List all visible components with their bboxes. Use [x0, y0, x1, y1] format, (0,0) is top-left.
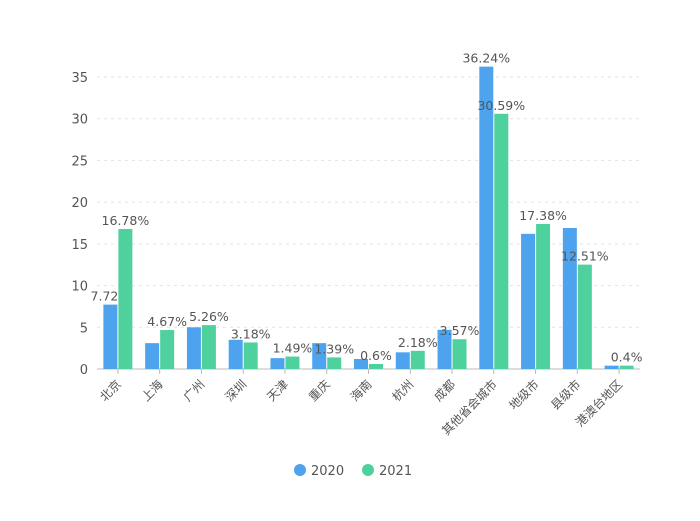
bar-2020 — [354, 358, 368, 369]
data-label: 36.24% — [462, 51, 510, 66]
bar-2020 — [312, 343, 327, 369]
data-label: 1.39% — [314, 341, 354, 356]
legend-marker-icon — [294, 464, 306, 476]
x-tick-label: 杭州 — [389, 377, 417, 405]
x-tick-label: 地级市 — [506, 377, 542, 413]
x-tick-label: 重庆 — [306, 377, 333, 404]
x-tick-label: 广州 — [181, 377, 208, 404]
y-tick-label: 10 — [71, 280, 88, 295]
data-label: 0.4% — [611, 350, 643, 365]
x-tick-label: 北京 — [97, 377, 124, 404]
bar-2020 — [186, 327, 201, 369]
x-tick-label: 上海 — [138, 377, 166, 405]
y-tick-label: 25 — [71, 154, 88, 169]
bar-2021 — [410, 350, 425, 369]
bar-2020 — [521, 233, 536, 369]
bar-2020 — [479, 66, 494, 370]
bar-2021 — [369, 363, 383, 369]
data-label: 1.49% — [273, 341, 313, 356]
bar-2021 — [577, 264, 592, 369]
x-tick-label: 深圳 — [222, 377, 249, 404]
bar-2021 — [327, 357, 342, 369]
bar-2021 — [536, 224, 551, 369]
data-label: 2.18% — [398, 335, 438, 350]
data-label: 12.51% — [561, 249, 609, 264]
x-tick-label: 县级市 — [547, 377, 583, 413]
legend-marker-icon — [362, 464, 374, 476]
y-tick-label: 15 — [71, 238, 88, 253]
data-label: 30.59% — [477, 98, 525, 113]
bar-2020 — [103, 304, 118, 369]
bar-2021 — [452, 339, 467, 369]
bar-2020 — [228, 339, 243, 369]
bar-2020 — [562, 228, 577, 369]
bar-2021 — [243, 342, 258, 369]
bar-2020 — [145, 343, 160, 369]
bar-2020 — [604, 365, 619, 369]
x-tick-label: 海南 — [347, 377, 375, 405]
bar-2021 — [494, 113, 509, 370]
y-tick-label: 35 — [71, 71, 88, 86]
bar-2021 — [619, 365, 634, 369]
data-label: 16.78% — [102, 213, 150, 228]
bar-2020 — [270, 358, 285, 369]
data-label: 4.67% — [147, 314, 187, 329]
data-label: 0.6% — [360, 348, 392, 363]
bar-2021 — [160, 330, 175, 369]
data-label: 3.57% — [440, 323, 480, 338]
bar-2020 — [395, 352, 410, 369]
y-tick-label: 30 — [71, 113, 88, 128]
data-label: 5.26% — [189, 309, 229, 324]
x-tick-label: 天津 — [264, 377, 291, 404]
bar-2021 — [118, 229, 133, 369]
x-tick-label: 成都 — [431, 377, 458, 404]
bar-2021 — [201, 325, 216, 369]
legend-label: 2021 — [379, 464, 412, 479]
data-label: 17.38% — [519, 208, 567, 223]
bar-2020 — [437, 329, 452, 369]
y-tick-label: 0 — [80, 363, 88, 378]
bar-2021 — [285, 356, 300, 369]
y-tick-label: 20 — [71, 196, 88, 211]
y-tick-label: 5 — [80, 321, 88, 336]
data-label: 3.18% — [231, 326, 271, 341]
legend-label: 2020 — [311, 464, 344, 479]
